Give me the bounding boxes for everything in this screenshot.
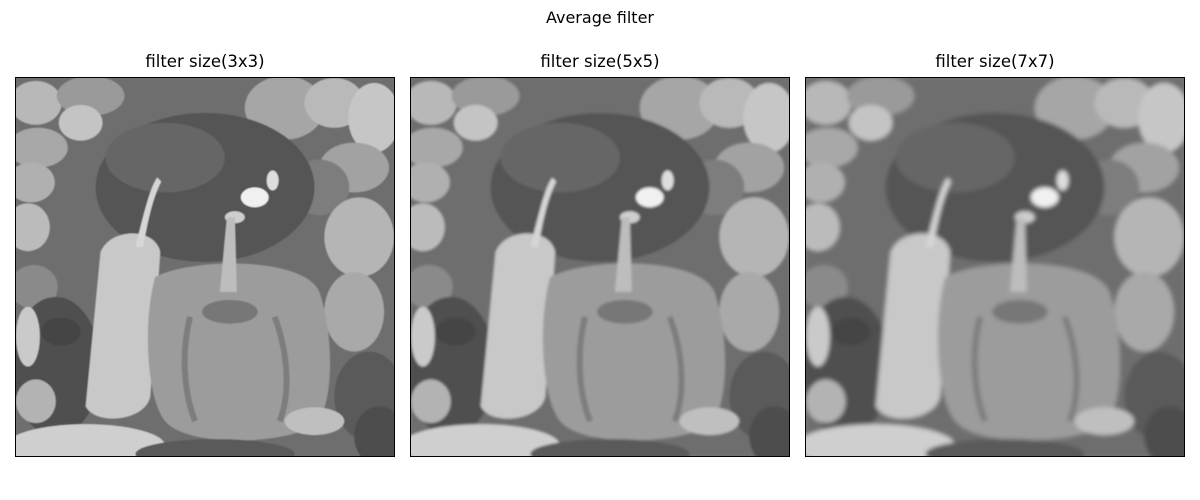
panel-title: filter size(7x7) bbox=[935, 52, 1055, 71]
panel-7x7: filter size(7x7) bbox=[805, 50, 1185, 457]
peppers-image bbox=[805, 77, 1185, 457]
panel-3x3: filter size(3x3) bbox=[15, 50, 395, 457]
peppers-image bbox=[410, 77, 790, 457]
panel-5x5: filter size(5x5) bbox=[410, 50, 790, 457]
panel-title: filter size(3x3) bbox=[145, 52, 265, 71]
panel-title: filter size(5x5) bbox=[540, 52, 660, 71]
figure-title: Average filter bbox=[545, 8, 654, 27]
peppers-image bbox=[15, 77, 395, 457]
